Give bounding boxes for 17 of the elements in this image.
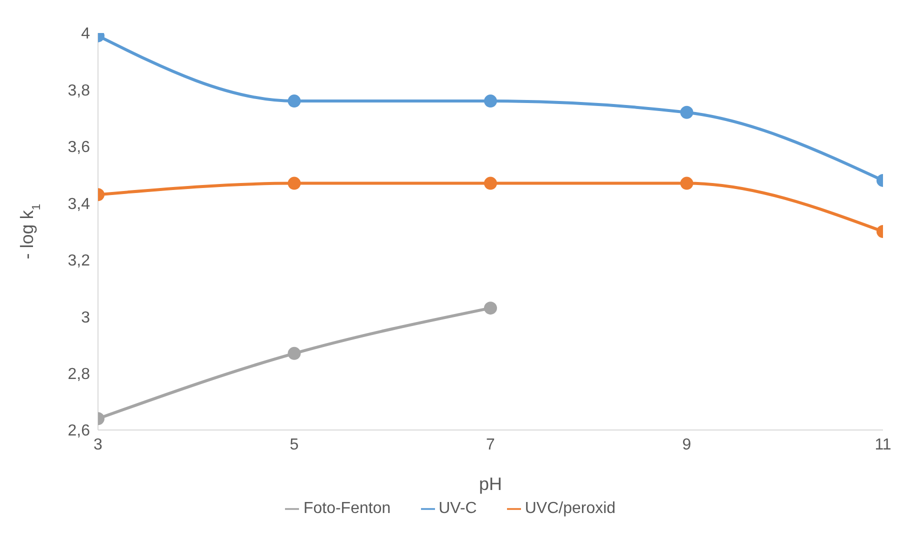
legend-label: UVC/peroxid [524, 500, 616, 517]
x-tick-label: 5 [290, 436, 299, 454]
x-tick-label: 9 [682, 436, 692, 454]
y-tick-label: 3,4 [68, 196, 90, 213]
y-tick-label: 2,6 [68, 422, 90, 440]
y-tick-label: 3,8 [68, 82, 90, 100]
y-tick-label: 3 [81, 309, 90, 326]
legend-label: Foto-Fenton [303, 500, 391, 517]
y-tick-label: 4 [81, 26, 90, 43]
legend-label: UV-C [438, 500, 477, 517]
y-tick-label: 2,8 [68, 366, 90, 383]
x-tick-label: 7 [486, 436, 496, 454]
x-tick-label: 3 [94, 436, 103, 454]
x-tick-label: 11 [874, 436, 892, 454]
y-tick-label: 3,6 [68, 139, 90, 156]
y-tick-label: 3,2 [68, 252, 90, 270]
x-axis-title: pH [478, 474, 502, 494]
